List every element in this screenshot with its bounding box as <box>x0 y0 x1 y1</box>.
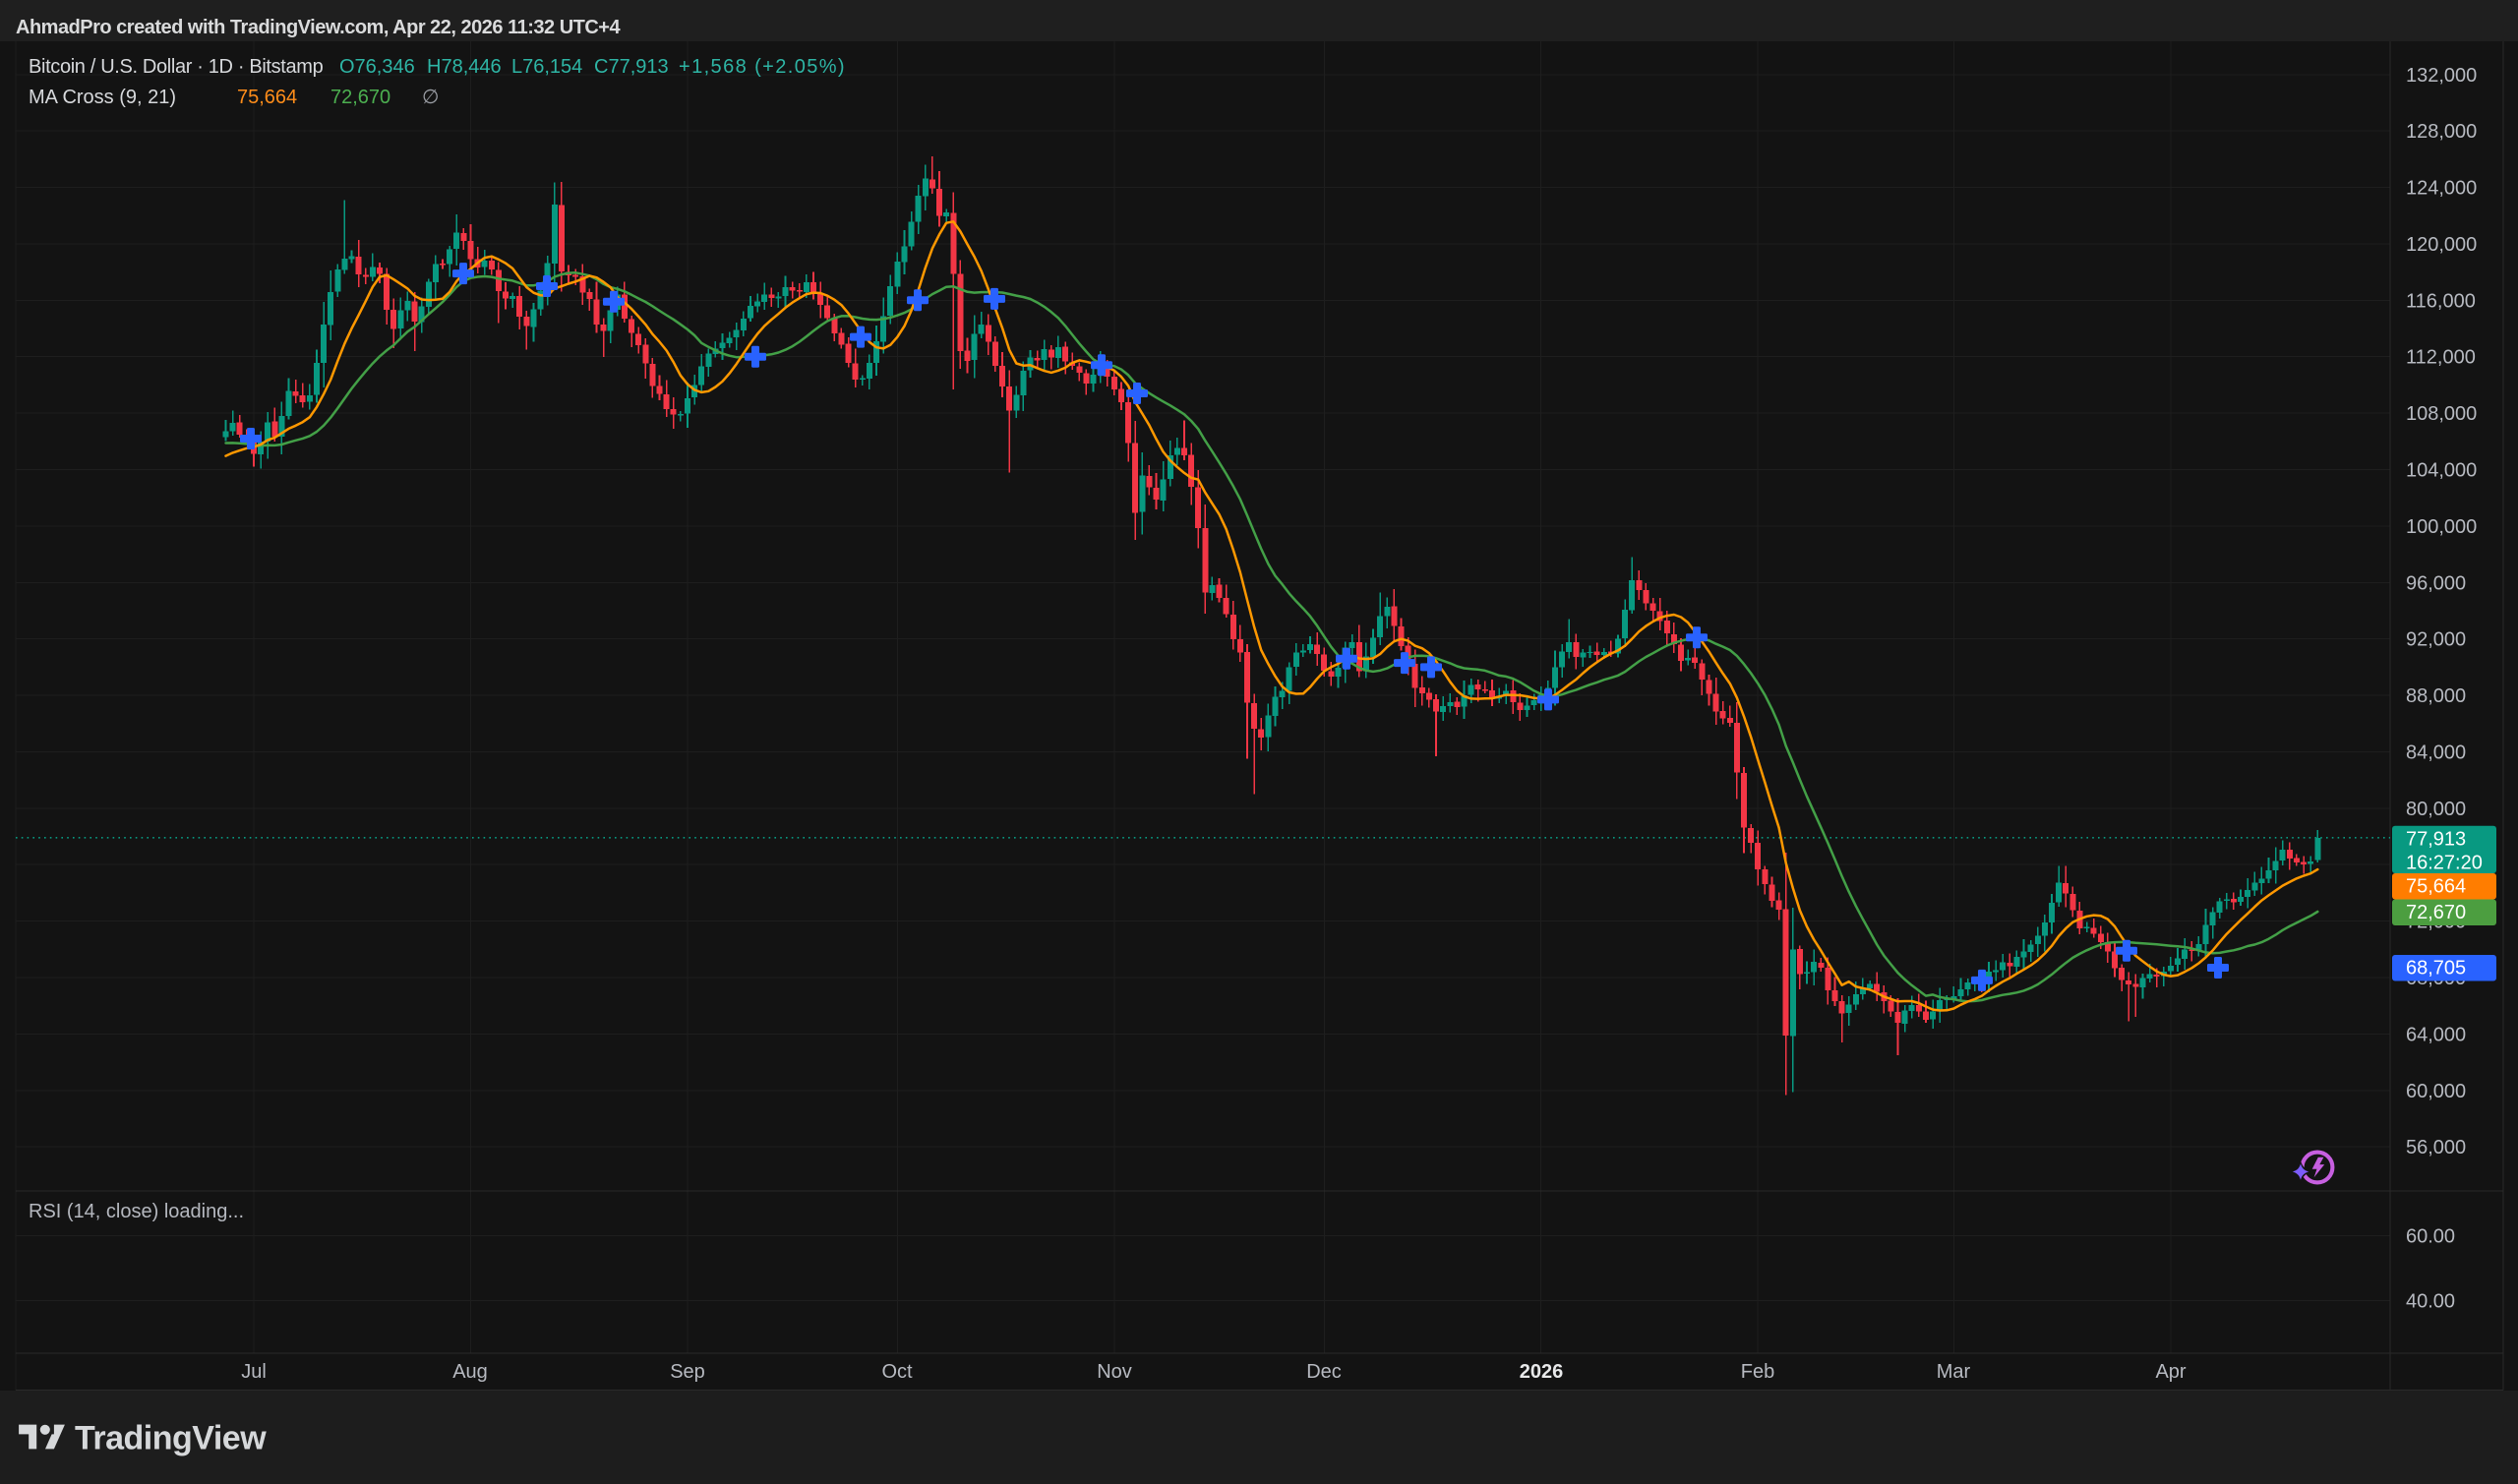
svg-text:72,670: 72,670 <box>330 87 390 108</box>
svg-text:92,000: 92,000 <box>2406 629 2466 651</box>
svg-text:Nov: Nov <box>1097 1361 1132 1383</box>
svg-text:TradingView: TradingView <box>75 1420 267 1457</box>
svg-text:84,000: 84,000 <box>2406 742 2466 764</box>
svg-text:88,000: 88,000 <box>2406 685 2466 707</box>
svg-text:96,000: 96,000 <box>2406 572 2466 594</box>
svg-text:75,664: 75,664 <box>237 87 297 108</box>
svg-text:104,000: 104,000 <box>2406 460 2477 482</box>
svg-text:60,000: 60,000 <box>2406 1081 2466 1102</box>
svg-text:Feb: Feb <box>1741 1361 1774 1383</box>
svg-text:+1,568 (+2.05%): +1,568 (+2.05%) <box>679 56 846 78</box>
svg-text:77,913: 77,913 <box>2406 828 2466 850</box>
svg-text:Dec: Dec <box>1306 1361 1342 1383</box>
svg-text:112,000: 112,000 <box>2406 347 2476 369</box>
svg-text:Sep: Sep <box>670 1361 705 1383</box>
svg-text:72,670: 72,670 <box>2406 902 2466 923</box>
svg-text:68,705: 68,705 <box>2406 958 2466 979</box>
svg-text:Bitcoin / U.S. Dollar · 1D · B: Bitcoin / U.S. Dollar · 1D · Bitstamp <box>29 56 324 78</box>
svg-text:Jul: Jul <box>241 1361 267 1383</box>
svg-text:RSI (14, close) loading...: RSI (14, close) loading... <box>29 1201 244 1222</box>
svg-text:56,000: 56,000 <box>2406 1137 2466 1158</box>
svg-text:H78,446: H78,446 <box>427 56 502 78</box>
svg-text:108,000: 108,000 <box>2406 403 2477 425</box>
svg-text:L76,154: L76,154 <box>511 56 582 78</box>
svg-text:128,000: 128,000 <box>2406 121 2477 143</box>
svg-text:AhmadPro created with TradingV: AhmadPro created with TradingView.com, A… <box>16 17 621 38</box>
svg-text:2026: 2026 <box>1520 1361 1564 1383</box>
svg-text:80,000: 80,000 <box>2406 799 2466 820</box>
svg-text:40.00: 40.00 <box>2406 1291 2455 1313</box>
svg-text:MA Cross (9, 21): MA Cross (9, 21) <box>29 87 176 108</box>
svg-text:75,664: 75,664 <box>2406 876 2466 898</box>
svg-text:16:27:20: 16:27:20 <box>2406 852 2483 873</box>
svg-text:C77,913: C77,913 <box>594 56 669 78</box>
svg-text:64,000: 64,000 <box>2406 1024 2466 1045</box>
svg-text:Mar: Mar <box>1937 1361 1971 1383</box>
svg-text:Aug: Aug <box>452 1361 488 1383</box>
svg-text:116,000: 116,000 <box>2406 290 2476 312</box>
svg-text:120,000: 120,000 <box>2406 234 2477 256</box>
svg-text:Oct: Oct <box>881 1361 913 1383</box>
svg-text:∅: ∅ <box>422 87 439 108</box>
svg-text:O76,346: O76,346 <box>339 56 415 78</box>
svg-text:60.00: 60.00 <box>2406 1226 2455 1248</box>
svg-text:Apr: Apr <box>2155 1361 2186 1383</box>
svg-text:124,000: 124,000 <box>2406 178 2477 200</box>
svg-text:100,000: 100,000 <box>2406 516 2477 538</box>
svg-text:132,000: 132,000 <box>2406 65 2477 87</box>
